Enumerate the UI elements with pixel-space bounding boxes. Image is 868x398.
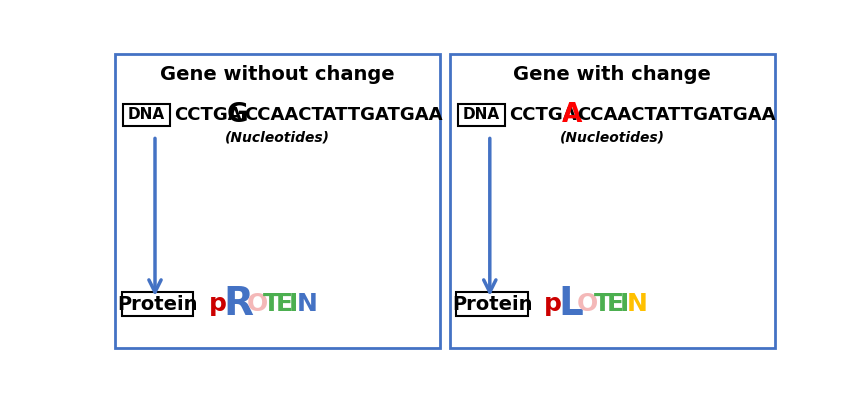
Text: (Nucleotides): (Nucleotides): [560, 131, 665, 145]
Text: Gene without change: Gene without change: [160, 65, 395, 84]
Text: p: p: [209, 292, 227, 316]
Text: N: N: [628, 292, 648, 316]
Text: (Nucleotides): (Nucleotides): [225, 131, 330, 145]
Text: CCAACTATTGATGAA: CCAACTATTGATGAA: [244, 106, 442, 124]
FancyBboxPatch shape: [457, 292, 528, 316]
Text: p: p: [544, 292, 562, 316]
Text: Protein: Protein: [452, 295, 532, 314]
FancyBboxPatch shape: [458, 104, 504, 125]
Text: DNA: DNA: [128, 107, 165, 122]
Text: G: G: [227, 102, 248, 128]
Text: L: L: [558, 285, 582, 323]
Text: R: R: [223, 285, 253, 323]
Text: E: E: [607, 292, 624, 316]
Text: A: A: [562, 102, 582, 128]
Bar: [450, 54, 775, 348]
Text: I: I: [620, 292, 629, 316]
Text: O: O: [577, 292, 598, 316]
Text: O: O: [247, 292, 267, 316]
Text: T: T: [594, 292, 611, 316]
Text: CCTGA: CCTGA: [510, 106, 577, 124]
Text: DNA: DNA: [463, 107, 500, 122]
Text: Gene with change: Gene with change: [513, 65, 711, 84]
Text: T: T: [263, 292, 279, 316]
Text: E: E: [276, 292, 293, 316]
FancyBboxPatch shape: [123, 104, 170, 125]
Text: CCTGA: CCTGA: [174, 106, 242, 124]
Bar: [115, 54, 440, 348]
FancyBboxPatch shape: [122, 292, 193, 316]
Text: I: I: [289, 292, 299, 316]
Text: Protein: Protein: [117, 295, 198, 314]
Text: CCAACTATTGATGAA: CCAACTATTGATGAA: [577, 106, 776, 124]
Text: N: N: [296, 292, 317, 316]
